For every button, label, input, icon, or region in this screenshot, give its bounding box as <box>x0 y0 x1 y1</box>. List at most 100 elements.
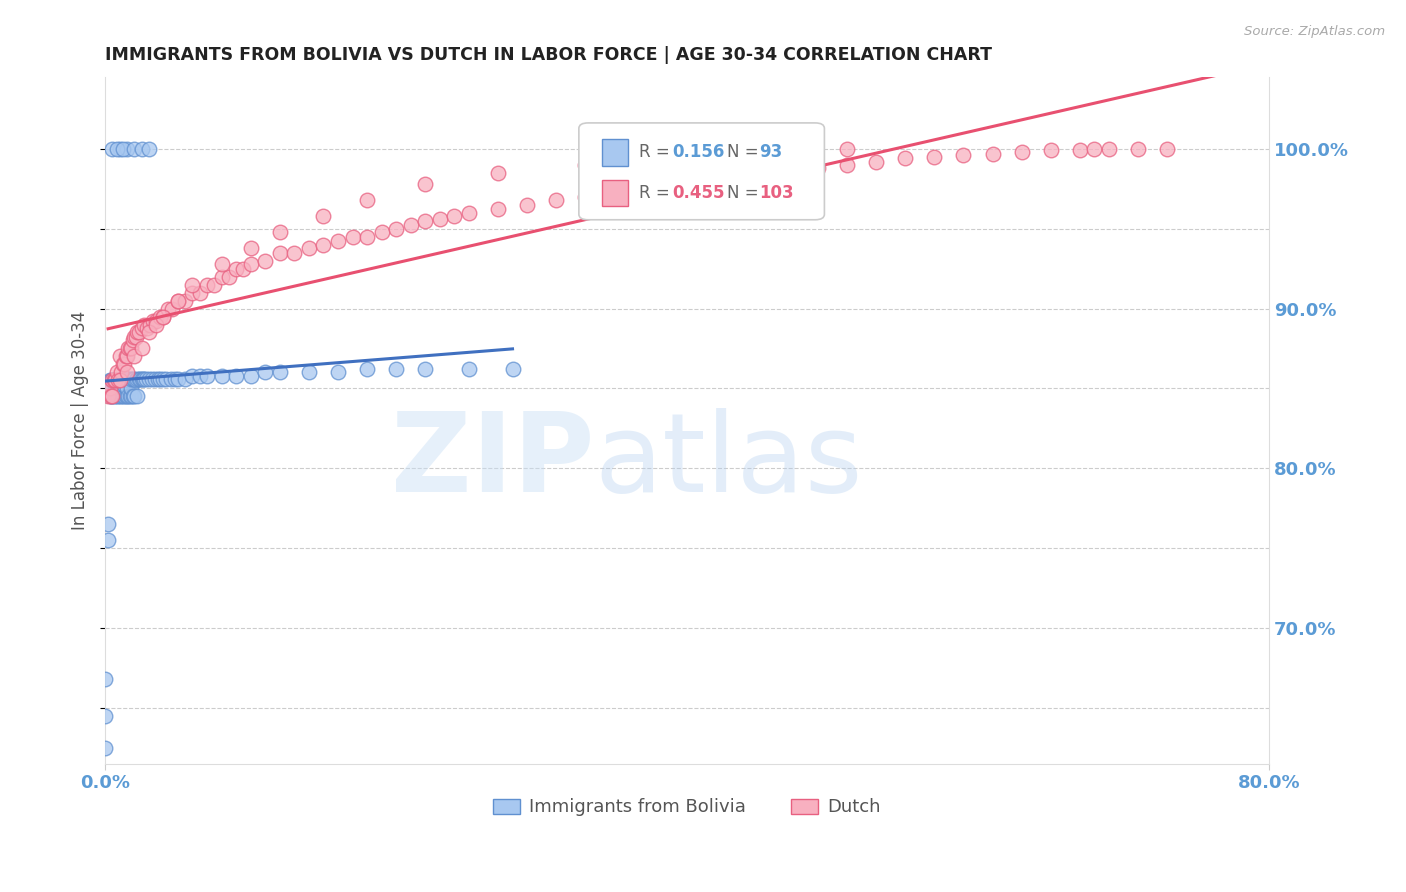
Point <box>1156 142 1178 156</box>
Point <box>132 372 155 386</box>
Point <box>112 358 135 372</box>
Point <box>195 277 218 292</box>
Point <box>120 389 142 403</box>
Text: 0.455: 0.455 <box>672 184 724 202</box>
Point <box>98 373 121 387</box>
Point <box>661 177 683 191</box>
Point <box>894 152 917 166</box>
Point <box>159 372 181 386</box>
Point <box>125 330 148 344</box>
Point <box>111 389 134 403</box>
Point <box>429 212 451 227</box>
Point <box>100 389 122 403</box>
Point <box>120 372 142 386</box>
Point <box>127 372 149 386</box>
Point <box>115 142 138 156</box>
Point <box>138 326 160 340</box>
Point <box>117 342 139 356</box>
Point <box>94 709 117 723</box>
Point <box>111 142 134 156</box>
Point <box>152 310 174 324</box>
Point <box>298 366 321 380</box>
Text: R =: R = <box>640 144 675 161</box>
Point <box>167 293 190 308</box>
Point <box>981 146 1004 161</box>
Point <box>118 389 141 403</box>
Point <box>138 142 160 156</box>
Point <box>97 533 120 548</box>
Point <box>239 257 262 271</box>
Point <box>181 368 204 383</box>
Point <box>131 142 153 156</box>
Point <box>117 373 139 387</box>
Point <box>720 170 742 185</box>
Point <box>121 334 143 348</box>
Point <box>112 378 135 392</box>
Point <box>865 154 887 169</box>
Text: ZIP: ZIP <box>391 408 593 515</box>
Point <box>127 326 149 340</box>
Point <box>342 229 364 244</box>
Text: R =: R = <box>640 184 675 202</box>
Point <box>114 373 136 387</box>
Point <box>163 372 186 386</box>
Point <box>107 389 129 403</box>
Point <box>108 373 131 387</box>
Text: 0.156: 0.156 <box>672 144 724 161</box>
Point <box>94 672 117 686</box>
Point <box>385 362 408 376</box>
Point <box>174 293 197 308</box>
Point <box>778 164 800 178</box>
Point <box>134 318 156 332</box>
Point <box>232 261 254 276</box>
Point <box>131 342 153 356</box>
Point <box>139 318 162 332</box>
Point <box>129 372 152 386</box>
Point <box>152 310 174 324</box>
Point <box>283 245 305 260</box>
Point <box>145 318 167 332</box>
Point <box>138 372 160 386</box>
Point <box>211 257 233 271</box>
Point <box>546 193 568 207</box>
Point <box>107 381 129 395</box>
Point <box>111 358 134 372</box>
Point <box>225 261 247 276</box>
Text: 103: 103 <box>759 184 794 202</box>
Point <box>128 372 150 386</box>
Point <box>120 381 142 395</box>
Point <box>115 350 138 364</box>
Point <box>924 150 946 164</box>
Point <box>413 213 436 227</box>
Bar <box>602 180 627 206</box>
Point <box>115 366 138 380</box>
Point <box>104 373 127 387</box>
Point <box>103 373 125 387</box>
Text: N =: N = <box>727 184 763 202</box>
Point <box>443 209 465 223</box>
Y-axis label: In Labor Force | Age 30-34: In Labor Force | Age 30-34 <box>72 310 89 530</box>
Point <box>101 373 124 387</box>
Point <box>254 366 277 380</box>
Point <box>1011 145 1033 159</box>
Point <box>108 378 131 392</box>
Point <box>356 362 378 376</box>
Point <box>101 373 124 387</box>
Point <box>188 368 211 383</box>
Point <box>225 368 247 383</box>
Point <box>108 142 131 156</box>
Point <box>100 389 122 403</box>
Point <box>239 368 262 383</box>
Point <box>952 148 974 162</box>
Point <box>1126 142 1149 156</box>
Point <box>145 314 167 328</box>
Point <box>146 372 169 386</box>
Point <box>107 373 129 387</box>
Point <box>835 142 858 156</box>
Point <box>100 373 122 387</box>
Text: IMMIGRANTS FROM BOLIVIA VS DUTCH IN LABOR FORCE | AGE 30-34 CORRELATION CHART: IMMIGRANTS FROM BOLIVIA VS DUTCH IN LABO… <box>105 46 993 64</box>
Point <box>326 366 349 380</box>
FancyBboxPatch shape <box>579 123 824 219</box>
Point <box>1083 142 1105 156</box>
Point <box>124 389 146 403</box>
